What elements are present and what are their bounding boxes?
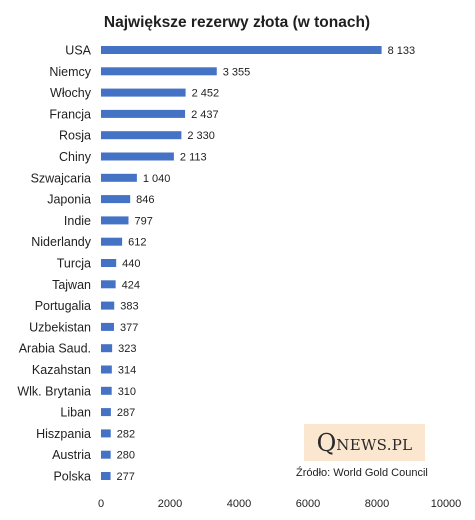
category-label: Japonia: [47, 193, 91, 207]
data-label: 287: [117, 407, 135, 419]
data-label: 1 040: [143, 173, 171, 185]
bar: [101, 408, 111, 417]
x-tick-label: 2000: [158, 498, 182, 510]
data-label: 314: [118, 365, 136, 377]
data-label: 2 113: [180, 152, 207, 164]
data-label: 2 452: [192, 88, 220, 100]
data-label: 424: [122, 279, 140, 291]
bar: [101, 259, 117, 267]
bar: [101, 109, 186, 118]
category-label: Niemcy: [49, 65, 91, 79]
qnews-logo: Q NEWS.PL: [304, 424, 425, 461]
category-label: USA: [65, 44, 91, 58]
bar: [101, 195, 131, 204]
bar: [101, 237, 123, 246]
category-label: Liban: [60, 406, 91, 420]
bar: [101, 46, 382, 54]
bar: [101, 322, 115, 331]
bar: [101, 365, 112, 374]
data-label: 280: [117, 450, 135, 462]
bar: [101, 301, 115, 310]
category-label: Polska: [53, 470, 91, 484]
category-label: Włochy: [50, 86, 92, 100]
data-label: 797: [134, 215, 152, 227]
source-note: Źródło: World Gold Council: [296, 467, 428, 479]
category-label: Turcja: [57, 257, 91, 271]
category-label: Rosja: [59, 129, 91, 143]
category-label: Arabia Saud.: [19, 342, 91, 356]
category-label: Kazahstan: [32, 363, 91, 377]
x-tick-label: 0: [98, 498, 104, 510]
data-label: 440: [122, 258, 140, 270]
category-label: Francja: [49, 107, 91, 121]
data-label: 377: [120, 322, 138, 334]
data-label: 846: [136, 194, 154, 206]
bar: [101, 344, 113, 353]
chart-title: Największe rezerwy złota (w tonach): [104, 14, 370, 31]
data-label: 612: [128, 237, 146, 249]
category-label: Austria: [52, 448, 91, 462]
data-label: 383: [120, 301, 138, 313]
bar: [101, 152, 174, 161]
data-label: 277: [117, 471, 135, 483]
category-label: Chiny: [59, 150, 92, 164]
data-label: 8 133: [388, 45, 416, 57]
bar: [101, 450, 111, 459]
category-label: Wlk. Brytania: [17, 384, 91, 398]
data-label: 2 437: [191, 109, 219, 121]
bar: [101, 386, 112, 395]
bar: [101, 88, 186, 97]
category-label: Indie: [64, 214, 91, 228]
data-label: 323: [118, 343, 136, 355]
category-label: Hiszpania: [36, 427, 91, 441]
data-label: 3 355: [223, 66, 251, 78]
logo-text: NEWS.PL: [336, 435, 413, 454]
bar: [101, 216, 129, 225]
bar: [101, 173, 137, 182]
bar: [101, 280, 116, 289]
data-label: 282: [117, 428, 135, 440]
category-label: Szwajcaria: [31, 171, 91, 185]
data-label: 310: [118, 386, 136, 398]
category-label: Tajwan: [52, 278, 91, 292]
bar: [101, 429, 111, 438]
x-tick-label: 4000: [227, 498, 251, 510]
bars-layer: USA 8 133 Niemcy 3 355 Włochy 2 452 Francja 2 4…: [17, 44, 461, 511]
category-label: Uzbekistan: [29, 320, 91, 334]
bar: [101, 67, 217, 76]
category-label: Niderlandy: [31, 235, 92, 249]
x-tick-label: 8000: [365, 498, 389, 510]
bar: [101, 131, 182, 140]
data-label: 2 330: [187, 130, 215, 142]
bar: [101, 472, 111, 480]
x-tick-label: 10000: [431, 498, 462, 510]
logo-q: Q: [316, 428, 337, 457]
x-tick-label: 6000: [296, 498, 320, 510]
category-label: Portugalia: [35, 299, 91, 313]
